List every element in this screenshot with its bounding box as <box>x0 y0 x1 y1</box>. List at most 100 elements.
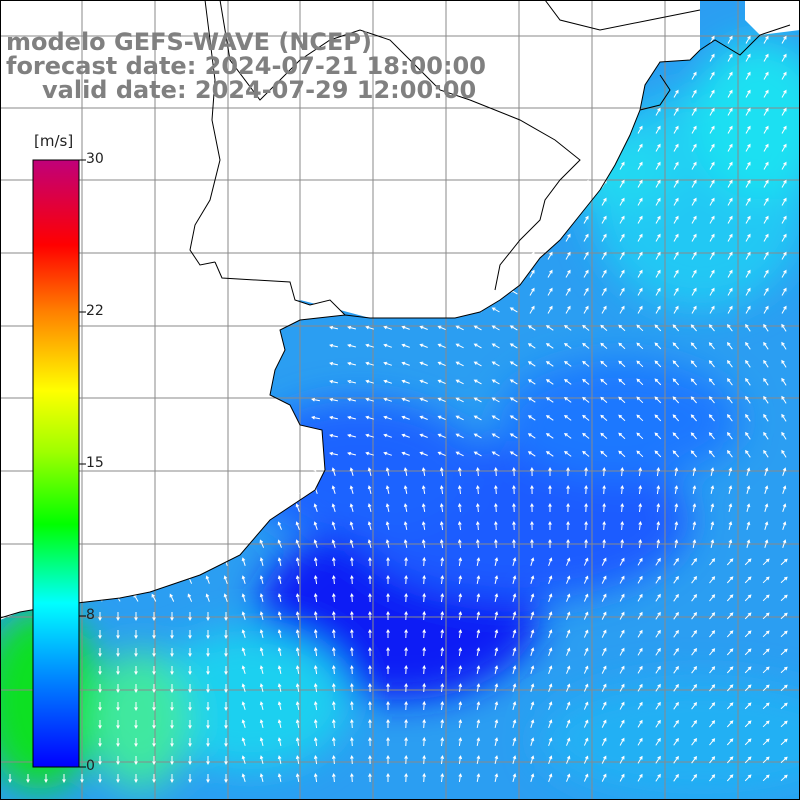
wind-arrow <box>259 539 265 548</box>
wind-arrow <box>763 431 769 440</box>
wind-arrow <box>386 610 390 620</box>
wind-arrow <box>583 179 589 188</box>
wind-arrow <box>619 773 625 782</box>
wind-arrow <box>419 325 428 330</box>
wind-arrow <box>473 361 482 367</box>
wind-arrow <box>618 450 626 458</box>
wind-arrow <box>491 289 500 295</box>
wind-arrow <box>565 251 571 260</box>
wind-arrow <box>601 557 607 566</box>
wind-arrow <box>439 484 444 495</box>
wind-arrow <box>691 287 697 296</box>
wind-arrow <box>637 305 643 314</box>
wind-arrow <box>780 684 788 692</box>
wind-arrow <box>98 720 102 730</box>
wind-arrow <box>494 737 499 747</box>
wind-arrow <box>619 755 625 764</box>
wind-arrow <box>673 593 679 602</box>
wind-arrow <box>563 342 572 349</box>
wind-arrow <box>368 628 372 639</box>
wind-arrow <box>529 251 535 260</box>
wind-arrow <box>727 143 733 152</box>
wind-arrow <box>259 611 264 621</box>
wind-arrow <box>708 360 715 368</box>
wind-arrow <box>637 665 643 674</box>
wind-arrow <box>745 143 751 152</box>
wind-arrow <box>170 774 174 784</box>
wind-arrow <box>780 738 788 746</box>
wind-arrow <box>458 683 463 692</box>
wind-arrow <box>566 611 571 620</box>
wind-arrow <box>547 215 553 224</box>
wind-arrow <box>491 451 500 457</box>
wind-arrow <box>329 397 339 402</box>
wind-arrow <box>763 143 769 152</box>
wind-arrow <box>726 630 734 638</box>
wind-arrow <box>527 415 536 421</box>
wind-arrow <box>241 719 246 728</box>
wind-arrow <box>365 325 374 330</box>
wind-arrow <box>401 397 410 402</box>
wind-arrow <box>726 449 733 458</box>
wind-arrow <box>602 502 606 513</box>
wind-arrow <box>673 611 679 620</box>
wind-arrow <box>421 503 426 512</box>
wind-arrow <box>437 361 446 367</box>
wind-arrow <box>691 683 698 692</box>
wind-arrow <box>673 683 679 692</box>
wind-arrow <box>457 466 462 477</box>
wind-arrow <box>440 556 445 567</box>
wind-vectors <box>8 35 788 784</box>
wind-arrow <box>404 610 408 621</box>
wind-arrow <box>259 773 264 783</box>
wind-arrow <box>98 630 102 640</box>
wind-arrow <box>277 611 282 621</box>
wind-arrow <box>763 233 769 242</box>
wind-arrow <box>422 682 426 693</box>
wind-arrow <box>709 179 715 188</box>
wind-arrow <box>583 719 589 728</box>
wind-arrow <box>476 701 481 711</box>
wind-arrow <box>728 467 733 477</box>
wind-arrow <box>619 665 625 674</box>
wind-arrow <box>530 719 535 728</box>
wind-arrow <box>638 484 643 495</box>
wind-arrow <box>654 342 662 350</box>
wind-arrow <box>350 700 354 711</box>
wind-arrow <box>691 197 697 206</box>
wind-arrow <box>224 702 228 712</box>
wind-arrow <box>152 738 156 748</box>
wind-arrow <box>224 756 228 766</box>
wind-arrow <box>437 397 446 403</box>
wind-arrow <box>781 233 787 242</box>
wind-arrow <box>455 433 464 439</box>
wind-arrow <box>527 361 536 367</box>
wind-arrow <box>295 611 300 620</box>
wind-arrow <box>403 503 408 513</box>
wind-arrow <box>116 648 120 658</box>
wind-arrow <box>637 179 643 188</box>
wind-arrow <box>619 719 625 728</box>
wind-arrow <box>476 665 481 675</box>
wind-arrow <box>602 484 606 495</box>
wind-arrow <box>638 538 643 549</box>
wind-arrow <box>134 648 138 658</box>
wind-arrow <box>404 754 408 765</box>
wind-arrow <box>655 611 661 620</box>
wind-arrow <box>583 593 589 602</box>
wind-arrow <box>780 702 788 710</box>
wind-arrow <box>259 719 264 729</box>
wind-arrow <box>458 701 463 710</box>
wind-arrow <box>672 378 680 386</box>
wind-arrow <box>726 594 734 602</box>
wind-arrow <box>44 774 48 784</box>
wind-arrow <box>313 467 318 476</box>
wind-arrow <box>709 53 715 62</box>
wind-arrow <box>440 628 445 639</box>
wind-arrow <box>745 215 751 224</box>
wind-arrow <box>241 665 246 674</box>
wind-arrow <box>618 324 626 332</box>
wind-arrow <box>691 773 698 782</box>
wind-arrow <box>401 451 410 456</box>
wind-arrow <box>98 756 102 766</box>
